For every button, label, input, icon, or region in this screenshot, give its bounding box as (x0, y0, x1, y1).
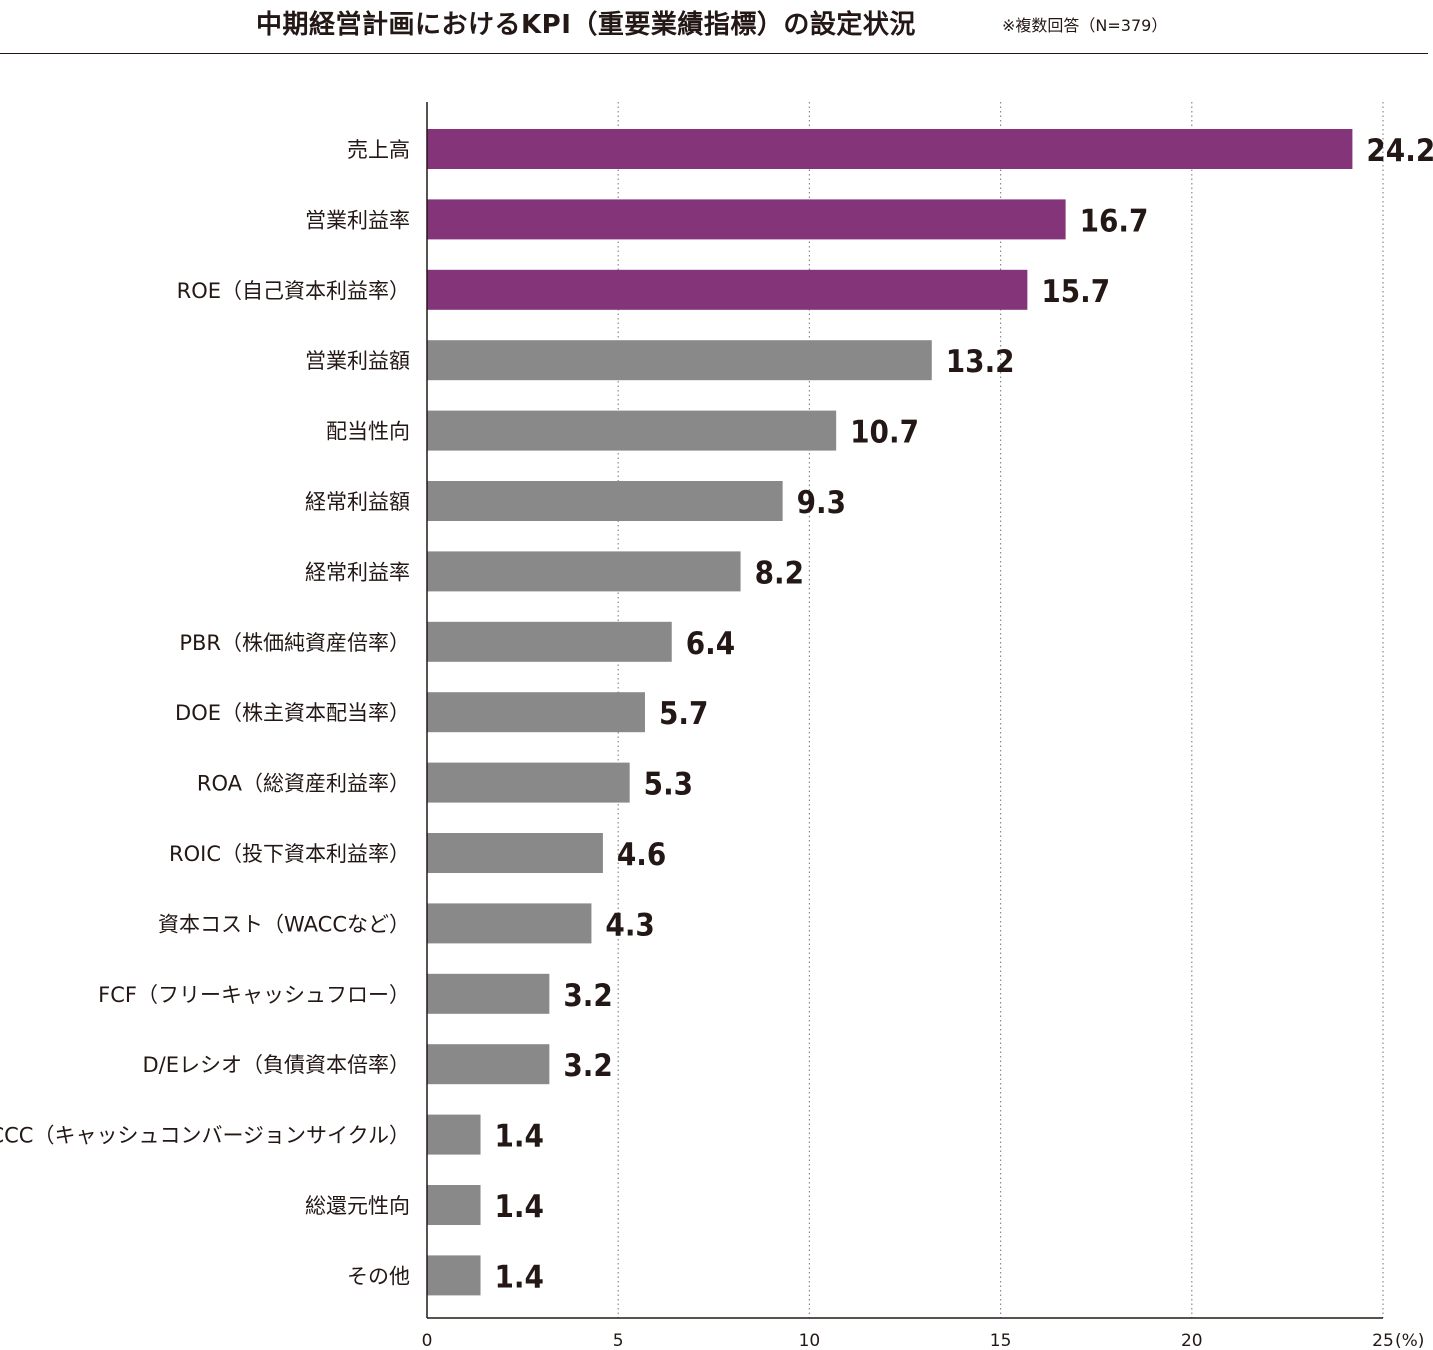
bar-15 (427, 1185, 481, 1225)
sample-note: ※複数回答（N=379） (1002, 16, 1168, 35)
value-label-9: 5.3 (644, 767, 693, 803)
category-label-6: 経常利益率 (305, 560, 410, 584)
category-label-8: DOE（株主資本配当率） (175, 701, 410, 725)
header-rule (0, 53, 1428, 54)
value-label-7: 6.4 (686, 626, 735, 662)
bar-5 (427, 481, 783, 521)
bar-6 (427, 551, 741, 592)
category-label-9: ROA（総資産利益率） (197, 772, 410, 796)
category-label-12: FCF（フリーキャッシュフロー） (98, 983, 410, 1007)
value-label-15: 1.4 (495, 1189, 544, 1225)
x-tick-label-15: 15 (990, 1331, 1012, 1350)
value-label-2: 15.7 (1041, 274, 1110, 310)
bar-0 (427, 129, 1353, 169)
category-label-14: CCC（キャッシュコンバージョンサイクル） (0, 1124, 410, 1148)
category-label-3: 営業利益額 (305, 349, 410, 373)
value-label-12: 3.2 (563, 978, 612, 1014)
bar-3 (427, 340, 932, 381)
bar-8 (427, 692, 645, 733)
category-label-2: ROE（自己資本利益率） (177, 279, 410, 303)
value-label-3: 13.2 (946, 344, 1015, 380)
value-label-0: 24.2 (1366, 133, 1433, 169)
value-label-10: 4.6 (617, 837, 666, 873)
category-label-4: 配当性向 (326, 420, 410, 444)
category-label-0: 売上高 (347, 138, 410, 162)
category-label-16: その他 (347, 1264, 410, 1288)
value-label-13: 3.2 (563, 1048, 612, 1084)
x-tick-label-25: 25 (1372, 1331, 1394, 1350)
value-label-6: 8.2 (755, 555, 804, 591)
value-label-5: 9.3 (797, 485, 846, 521)
bar-12 (427, 973, 550, 1014)
bar-14 (427, 1114, 481, 1155)
bar-13 (427, 1044, 550, 1085)
bar-7 (427, 621, 672, 662)
value-label-4: 10.7 (850, 415, 919, 451)
bar-9 (427, 762, 630, 803)
bar-1 (427, 199, 1066, 240)
value-label-11: 4.3 (605, 907, 654, 943)
category-label-11: 資本コスト（WACCなど） (158, 912, 410, 936)
bar-2 (427, 269, 1028, 310)
category-label-5: 経常利益額 (305, 490, 410, 514)
category-label-15: 総還元性向 (305, 1194, 410, 1218)
chart-title: 中期経営計画におけるKPI（重要業績指標）の設定状況 (256, 10, 916, 40)
category-label-1: 営業利益率 (305, 208, 410, 232)
value-label-8: 5.7 (659, 696, 708, 732)
value-label-16: 1.4 (495, 1259, 544, 1295)
bar-4 (427, 410, 837, 451)
value-label-14: 1.4 (495, 1119, 544, 1155)
bar-16 (427, 1255, 481, 1296)
chart-header: 中期経営計画におけるKPI（重要業績指標）の設定状況 ※複数回答（N=379） (0, 0, 1433, 54)
x-tick-label-10: 10 (799, 1331, 821, 1350)
category-label-13: D/Eレシオ（負債資本倍率） (142, 1053, 410, 1077)
x-tick-label-5: 5 (613, 1331, 624, 1350)
bar-10 (427, 833, 603, 873)
bar-11 (427, 903, 592, 944)
category-label-7: PBR（株価純資産倍率） (179, 631, 410, 655)
x-unit-label: (%) (1395, 1331, 1424, 1350)
x-tick-label-0: 0 (422, 1331, 433, 1350)
x-tick-label-20: 20 (1181, 1331, 1203, 1350)
value-label-1: 16.7 (1080, 203, 1149, 239)
category-label-10: ROIC（投下資本利益率） (169, 842, 410, 866)
